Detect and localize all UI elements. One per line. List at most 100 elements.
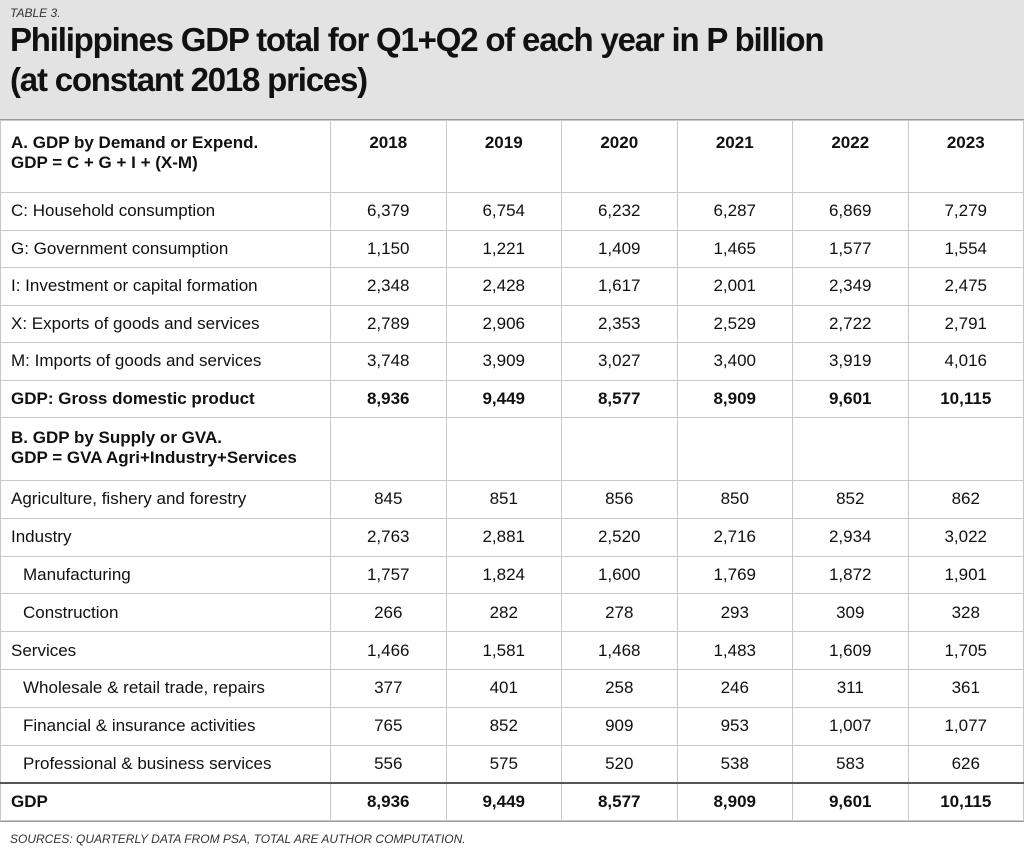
- cell-value: 9,601: [792, 781, 909, 822]
- cell-value: 311: [792, 668, 909, 708]
- row-label: Professional & business services: [0, 744, 331, 784]
- data-row: GDP 8,936 9,449 8,577 8,909 9,601 10,115: [0, 781, 1024, 822]
- cell-value: 1,705: [907, 631, 1024, 670]
- cell-value: 1,609: [792, 631, 909, 670]
- cell-value: 2,348: [330, 267, 447, 306]
- cell-value: 6,232: [561, 192, 678, 231]
- table-label: TABLE 3.: [10, 6, 61, 20]
- data-row: Manufacturing 1,757 1,824 1,600 1,769 1,872 1,…: [0, 555, 1024, 595]
- cell-value: 401: [445, 668, 562, 708]
- data-table: A. GDP by Demand or Expend. GDP = C + G +…: [0, 120, 1024, 822]
- cell-value: 850: [676, 480, 793, 519]
- header-label: A. GDP by Demand or Expend. GDP = C + G +…: [0, 120, 331, 193]
- cell-value: 1,465: [676, 229, 793, 268]
- cell-value: 1,221: [445, 229, 562, 268]
- data-row: I: Investment or capital formation 2,348 2…: [0, 267, 1024, 306]
- cell-value: 851: [445, 480, 562, 519]
- cell-value: 8,936: [330, 781, 447, 822]
- row-label: Manufacturing: [0, 555, 331, 595]
- cell-value: 266: [330, 593, 447, 633]
- cell-value: 3,400: [676, 342, 793, 381]
- cell-value: 852: [445, 706, 562, 746]
- cell-value: 2,529: [676, 304, 793, 343]
- cell-value: 6,287: [676, 192, 793, 231]
- cell-value: 246: [676, 668, 793, 708]
- cell-value: 583: [792, 744, 909, 784]
- data-row: G: Government consumption 1,150 1,221 1,409…: [0, 229, 1024, 268]
- row-label: Wholesale & retail trade, repairs: [0, 668, 331, 708]
- cell-value: 2,475: [907, 267, 1024, 306]
- cell-value: 3,027: [561, 342, 678, 381]
- year-header: 2018: [330, 120, 447, 193]
- footer-note: SOURCES: QUARTERLY DATA FROM PSA, TOTAL …: [0, 821, 1024, 860]
- cell-value: 9,449: [445, 781, 562, 822]
- row-label: GDP: [0, 781, 331, 822]
- data-row: Construction 266 282 278 293 309 328: [0, 593, 1024, 633]
- row-label: M: Imports of goods and services: [0, 342, 331, 381]
- title: (at constant 2018 prices): [10, 61, 368, 98]
- cell-value: 626: [907, 744, 1024, 784]
- cell-value: 2,791: [907, 304, 1024, 343]
- year-header: 2021: [676, 120, 793, 193]
- cell-value: 8,909: [676, 379, 793, 418]
- section-label: B. GDP by Supply or GVA. GDP = GVA Agri+I…: [0, 417, 331, 481]
- cell-value: 3,909: [445, 342, 562, 381]
- empty-cell: [445, 417, 562, 481]
- cell-value: 520: [561, 744, 678, 784]
- data-row: Industry 2,763 2,881 2,520 2,716 2,934 3,022: [0, 517, 1024, 557]
- cell-value: 1,581: [445, 631, 562, 670]
- empty-cell: [561, 417, 678, 481]
- year-header: 2020: [561, 120, 678, 193]
- data-row: Agriculture, fishery and forestry 845 851 8…: [0, 480, 1024, 519]
- cell-value: 1,468: [561, 631, 678, 670]
- empty-cell: [676, 417, 793, 481]
- cell-value: 765: [330, 706, 447, 746]
- year-header: 2023: [907, 120, 1024, 193]
- cell-value: 2,716: [676, 517, 793, 557]
- row-label: G: Government consumption: [0, 229, 331, 268]
- cell-value: 862: [907, 480, 1024, 519]
- label-line: GDP = GVA Agri+Industry+Services: [11, 448, 297, 467]
- cell-value: 2,763: [330, 517, 447, 557]
- data-row: GDP: Gross domestic product 8,936 9,449 8,5…: [0, 379, 1024, 418]
- cell-value: 328: [907, 593, 1024, 633]
- cell-value: 1,466: [330, 631, 447, 670]
- cell-value: 3,748: [330, 342, 447, 381]
- data-row: C: Household consumption 6,379 6,754 6,232 6…: [0, 192, 1024, 231]
- row-label: I: Investment or capital formation: [0, 267, 331, 306]
- cell-value: 2,349: [792, 267, 909, 306]
- year-header: 2019: [445, 120, 562, 193]
- cell-value: 1,600: [561, 555, 678, 595]
- row-label: Financial & insurance activities: [0, 706, 331, 746]
- cell-value: 9,601: [792, 379, 909, 418]
- cell-value: 8,577: [561, 781, 678, 822]
- cell-value: 7,279: [907, 192, 1024, 231]
- cell-value: 2,353: [561, 304, 678, 343]
- row-label: Agriculture, fishery and forestry: [0, 480, 331, 519]
- cell-value: 1,901: [907, 555, 1024, 595]
- cell-value: 2,881: [445, 517, 562, 557]
- cell-value: 309: [792, 593, 909, 633]
- cell-value: 1,483: [676, 631, 793, 670]
- data-row: Wholesale & retail trade, repairs 377 401 2…: [0, 668, 1024, 708]
- cell-value: 556: [330, 744, 447, 784]
- cell-value: 2,789: [330, 304, 447, 343]
- title-block: TABLE 3. Philippines GDP total for Q1+Q2…: [0, 0, 1024, 120]
- cell-value: 293: [676, 593, 793, 633]
- year-header: 2022: [792, 120, 909, 193]
- cell-value: 2,934: [792, 517, 909, 557]
- data-row: Financial & insurance activities 765 852 90…: [0, 706, 1024, 746]
- cell-value: 1,757: [330, 555, 447, 595]
- cell-value: 6,869: [792, 192, 909, 231]
- cell-value: 3,022: [907, 517, 1024, 557]
- cell-value: 2,001: [676, 267, 793, 306]
- cell-value: 3,919: [792, 342, 909, 381]
- cell-value: 1,554: [907, 229, 1024, 268]
- row-label: Industry: [0, 517, 331, 557]
- label-line: B. GDP by Supply or GVA.: [11, 428, 222, 447]
- data-row: Services 1,466 1,581 1,468 1,483 1,609 1,705: [0, 631, 1024, 670]
- table-body: A. GDP by Demand or Expend. GDP = C + G +…: [0, 120, 1024, 822]
- cell-value: 1,577: [792, 229, 909, 268]
- data-row: X: Exports of goods and services 2,789 2,9…: [0, 304, 1024, 343]
